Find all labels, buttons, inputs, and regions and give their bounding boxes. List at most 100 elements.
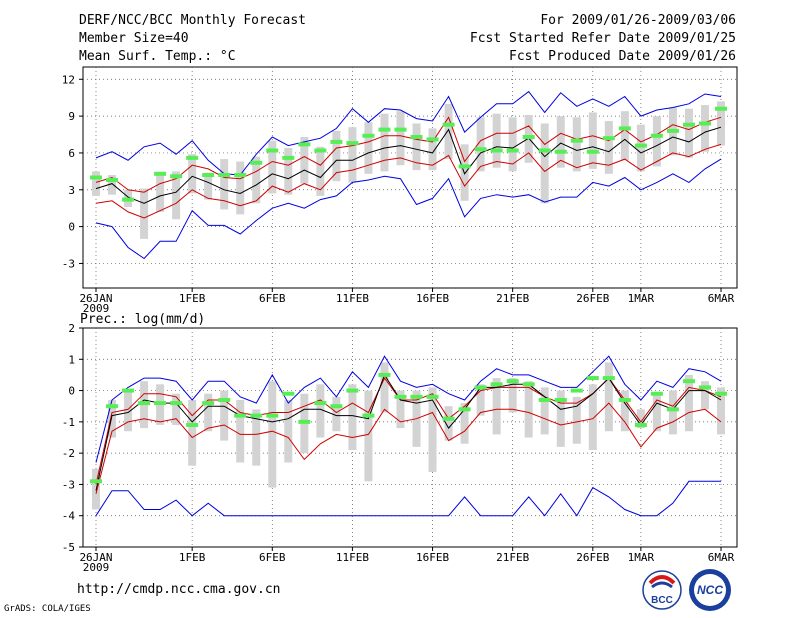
precipitation-xtick-label: 16FEB bbox=[416, 551, 449, 564]
temperature-median-marker bbox=[442, 122, 455, 127]
temperature-spread-box bbox=[364, 122, 373, 174]
precipitation-ytick-label: -1 bbox=[62, 416, 75, 429]
temperature-xtick-label: 1MAR bbox=[628, 292, 655, 305]
temperature-median-marker bbox=[682, 122, 695, 127]
ncc-logo: NCC bbox=[689, 569, 731, 611]
precipitation-spread-box bbox=[332, 396, 341, 432]
temperature-spread-box bbox=[572, 117, 581, 172]
precipitation-median-marker bbox=[570, 388, 583, 393]
precipitation-spread-box bbox=[348, 384, 357, 451]
precipitation-median-marker bbox=[154, 401, 167, 406]
temperature-median-marker bbox=[218, 173, 231, 178]
precipitation-median-marker bbox=[250, 413, 263, 418]
temperature-median-marker bbox=[586, 149, 599, 154]
precipitation-median-marker bbox=[666, 407, 679, 412]
temperature-spread-box bbox=[636, 124, 645, 172]
precipitation-xtick-label: 1FEB bbox=[179, 551, 206, 564]
temperature-median-marker bbox=[362, 133, 375, 138]
precipitation-plot-frame bbox=[82, 327, 738, 548]
precipitation-median-marker bbox=[298, 419, 311, 424]
precipitation-median-marker bbox=[314, 401, 327, 406]
precipitation-spread-box bbox=[668, 390, 677, 435]
member-size-label: Member Size=40 bbox=[79, 31, 189, 46]
temperature-median-marker bbox=[266, 148, 279, 153]
precipitation-median-marker bbox=[218, 397, 231, 402]
precipitation-ytick-label: 2 bbox=[68, 322, 75, 335]
temperature-series-upper bbox=[95, 116, 722, 193]
precipitation-spread-box bbox=[508, 378, 517, 413]
precipitation-ytick-label: -4 bbox=[62, 510, 76, 523]
temperature-median-marker bbox=[154, 171, 167, 176]
temperature-median-marker bbox=[618, 126, 631, 131]
precipitation-spread-box bbox=[684, 374, 693, 432]
precipitation-xtick-label: 21FEB bbox=[496, 551, 529, 564]
precipitation-median-marker bbox=[122, 388, 135, 393]
temperature-xtick-label: 26JAN bbox=[79, 292, 112, 305]
precipitation-median-marker bbox=[410, 394, 423, 399]
temperature-median-marker bbox=[186, 155, 199, 160]
precipitation-median-marker bbox=[554, 397, 567, 402]
temperature-spread-box bbox=[284, 148, 293, 195]
temperature-spread-box bbox=[268, 140, 277, 194]
temperature-median-marker bbox=[90, 175, 102, 180]
temperature-spread-box bbox=[188, 154, 197, 194]
temperature-median-marker bbox=[426, 137, 439, 142]
temperature-xtick-label: 11FEB bbox=[336, 292, 369, 305]
precipitation-spread-box bbox=[236, 399, 245, 463]
precipitation-median-marker bbox=[715, 391, 727, 396]
precipitation-spread-box bbox=[604, 362, 613, 432]
temperature-xtick-label: 6MAR bbox=[708, 292, 735, 305]
temperature-median-marker bbox=[202, 173, 215, 178]
precipitation-spread-box bbox=[556, 390, 565, 447]
precipitation-median-marker bbox=[138, 401, 151, 406]
precipitation-median-marker bbox=[474, 385, 487, 390]
temperature-spread-box bbox=[652, 116, 661, 167]
temperature-spread-box bbox=[588, 112, 597, 169]
precipitation-median-marker bbox=[442, 416, 455, 421]
temperature-median-marker bbox=[394, 127, 407, 132]
precipitation-median-marker bbox=[458, 407, 471, 412]
temperature-median-marker bbox=[234, 173, 247, 178]
temperature-spread-box bbox=[556, 116, 565, 168]
precipitation-median-marker bbox=[490, 382, 503, 387]
precipitation-spread-box bbox=[476, 384, 485, 416]
temperature-spread-box bbox=[717, 101, 725, 146]
temperature-median-marker bbox=[106, 177, 119, 182]
temperature-spread-box bbox=[508, 117, 517, 172]
temperature-ytick-label: -3 bbox=[62, 257, 75, 270]
precipitation-median-marker bbox=[282, 391, 295, 396]
precipitation-spread-box bbox=[316, 384, 325, 438]
precipitation-spread-box bbox=[108, 399, 117, 438]
temperature-series-max bbox=[95, 90, 722, 176]
precipitation-median-marker bbox=[202, 401, 215, 406]
precipitation-median-marker bbox=[346, 388, 359, 393]
precipitation-median-marker bbox=[186, 422, 199, 427]
precipitation-spread-box bbox=[492, 378, 501, 435]
precipitation-spread-box bbox=[188, 399, 197, 466]
precipitation-spread-box bbox=[284, 399, 293, 463]
precipitation-spread-box bbox=[268, 381, 277, 488]
temperature-median-marker bbox=[715, 106, 727, 111]
precipitation-spread-box bbox=[460, 403, 469, 444]
precipitation-median-marker bbox=[106, 404, 119, 409]
temperature-year-label: 2009 bbox=[83, 302, 110, 315]
temperature-median-marker bbox=[346, 141, 359, 146]
temperature-spread-box bbox=[172, 171, 181, 220]
temperature-plot-frame bbox=[82, 66, 738, 289]
precipitation-spread-box bbox=[620, 390, 629, 432]
precipitation-median-marker bbox=[634, 422, 647, 427]
precipitation-series-upper bbox=[95, 377, 722, 485]
temperature-median-marker bbox=[378, 127, 391, 132]
precipitation-spread-box bbox=[204, 393, 213, 432]
temperature-spread-box bbox=[300, 136, 309, 184]
precipitation-median-marker bbox=[330, 404, 343, 409]
temperature-median-marker bbox=[410, 134, 423, 139]
precipitation-xtick-label: 6FEB bbox=[259, 551, 286, 564]
temperature-ytick-label: 0 bbox=[68, 221, 75, 234]
precipitation-xtick-label: 26FEB bbox=[576, 551, 609, 564]
precipitation-median-marker bbox=[234, 413, 247, 418]
precipitation-xtick-label: 11FEB bbox=[336, 551, 369, 564]
temperature-median-marker bbox=[538, 148, 551, 153]
source-url-link[interactable]: http://cmdp.ncc.cma.gov.cn bbox=[77, 582, 281, 597]
